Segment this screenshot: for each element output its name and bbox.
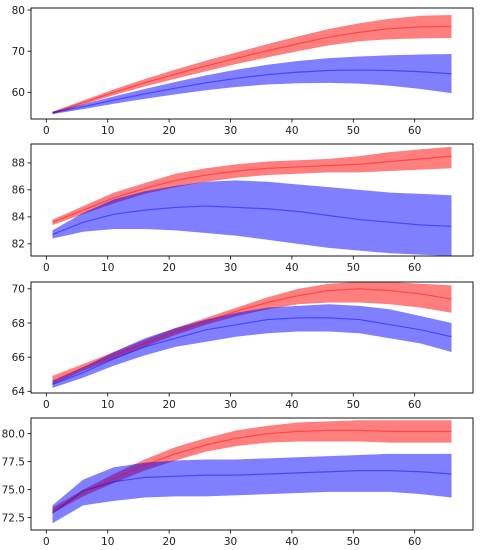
y-tick-label: 80	[12, 5, 25, 17]
x-tick-label: 30	[224, 536, 237, 548]
x-tick-label: 60	[408, 536, 421, 548]
x-tick-label: 0	[43, 536, 50, 548]
chart-panel-4: 0 10 20 30 40 50 60 72.5 75.0 77.5 80.0	[2, 417, 474, 548]
x-tick-label: 10	[101, 536, 114, 548]
x-tick-label: 40	[285, 262, 298, 274]
x-tick-label: 40	[285, 536, 298, 548]
x-tick-label: 40	[285, 399, 298, 411]
band-red	[52, 14, 452, 115]
x-tick-label: 60	[408, 125, 421, 137]
y-tick-label: 70	[12, 46, 25, 58]
y-tick-label: 70	[12, 284, 25, 296]
axes-frame	[30, 7, 474, 120]
y-tick-label: 64	[12, 386, 26, 398]
x-tick-label: 0	[43, 399, 50, 411]
band-blue	[52, 54, 452, 115]
axes-frame	[30, 417, 474, 531]
plot-area	[52, 282, 452, 388]
x-tick-label: 20	[162, 399, 175, 411]
mean-line-blue	[52, 470, 452, 514]
y-tick-label: 72.5	[2, 512, 25, 524]
axes-frame	[30, 281, 474, 394]
y-tick-label: 68	[12, 318, 25, 330]
x-tick-label: 50	[347, 125, 360, 137]
y-tick-label: 88	[12, 158, 25, 170]
x-tick-label: 30	[224, 262, 237, 274]
x-tick-label: 20	[162, 125, 175, 137]
x-tick-label: 50	[347, 262, 360, 274]
y-tick-label: 66	[12, 352, 26, 364]
x-tick-label: 50	[347, 399, 360, 411]
band-blue	[52, 304, 452, 388]
chart-panel-1: 0 10 20 30 40 50 60 60 70 80	[12, 5, 474, 137]
mean-line-blue	[52, 317, 452, 386]
x-tick-label: 30	[224, 125, 237, 137]
y-tick-label: 77.5	[2, 456, 25, 468]
plot-area	[52, 420, 452, 524]
axes-frame	[30, 143, 474, 257]
x-tick-label: 60	[408, 399, 421, 411]
mean-line-red	[52, 155, 452, 223]
band-red	[52, 146, 452, 225]
mean-line-red	[52, 288, 452, 382]
x-tick-label: 60	[408, 262, 421, 274]
y-tick-label: 60	[12, 87, 25, 99]
x-tick-label: 20	[162, 536, 175, 548]
x-tick-label: 0	[43, 125, 50, 137]
band-red	[52, 282, 452, 385]
plot-area	[52, 146, 452, 256]
y-tick-label: 80.0	[2, 428, 25, 440]
y-tick-label: 84	[12, 212, 26, 224]
mean-line-blue	[52, 69, 452, 114]
mean-line-red	[52, 25, 452, 114]
mean-line-blue	[52, 205, 452, 235]
x-tick-label: 0	[43, 262, 50, 274]
y-tick-label: 82	[12, 239, 25, 251]
band-blue	[52, 180, 452, 256]
y-tick-label: 75.0	[2, 484, 25, 496]
x-tick-label: 10	[101, 262, 114, 274]
band-blue	[52, 453, 452, 524]
x-tick-label: 50	[347, 536, 360, 548]
mean-line-red	[52, 429, 452, 512]
x-tick-label: 10	[101, 125, 114, 137]
x-tick-label: 10	[101, 399, 114, 411]
y-tick-label: 86	[12, 185, 26, 197]
x-tick-label: 30	[224, 399, 237, 411]
x-tick-label: 40	[285, 125, 298, 137]
plot-area	[52, 14, 452, 115]
x-tick-label: 20	[162, 262, 175, 274]
chart-panel-2: 0 10 20 30 40 50 60 82 84 86 88	[12, 143, 474, 274]
chart-panel-3: 0 10 20 30 40 50 60 64 66 68 70	[12, 281, 474, 411]
